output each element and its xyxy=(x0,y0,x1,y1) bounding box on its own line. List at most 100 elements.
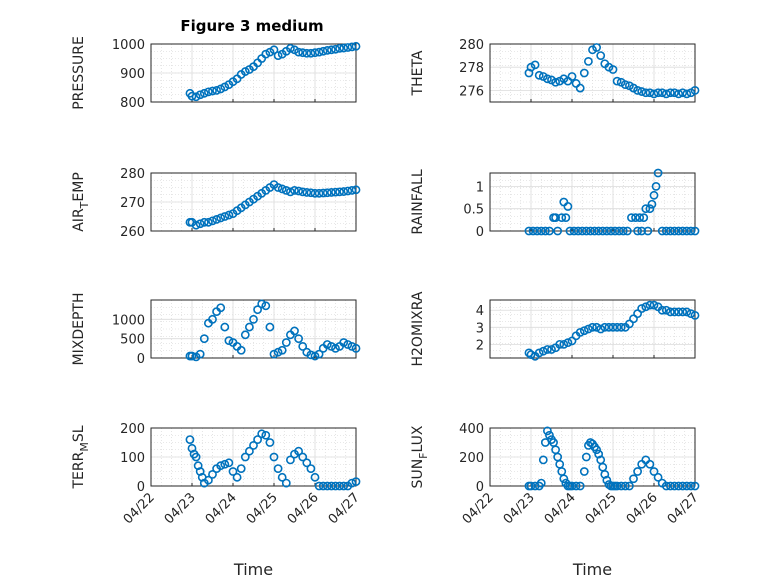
theta-point xyxy=(612,76,622,86)
terrmsl-point xyxy=(261,430,271,440)
terrmsl-xtick-label: 04/22 xyxy=(121,490,158,527)
terrmsl-point xyxy=(298,452,308,462)
h2omixra-point xyxy=(563,338,573,348)
mixdepth-point xyxy=(326,341,336,351)
terrmsl-point xyxy=(265,438,275,447)
sunflux-axes-frame xyxy=(489,427,696,487)
terrmsl-point xyxy=(244,446,254,456)
theta-point xyxy=(620,80,630,89)
airtemp-point xyxy=(203,217,213,227)
rainfall-point xyxy=(594,226,604,236)
airtemp-point xyxy=(322,188,332,198)
rainfall-point xyxy=(561,213,571,223)
sunflux-point xyxy=(538,455,548,465)
theta-point xyxy=(608,65,618,74)
mixdepth-point xyxy=(253,305,262,315)
sunflux-xtick-label: 04/23 xyxy=(501,490,538,527)
airtemp-point xyxy=(343,186,353,196)
theta-ytick-label: 280 xyxy=(459,38,484,53)
subplot-pressure: 800 900 1000 PRESSURE xyxy=(71,36,361,111)
theta-point xyxy=(674,89,683,99)
terrmsl-point xyxy=(216,461,226,471)
airtemp-ylabel-part: EMP xyxy=(71,172,87,201)
rainfall-point xyxy=(528,226,538,236)
sunflux-point xyxy=(559,474,569,484)
mixdepth-ylabel: MIXDEPTH xyxy=(71,293,87,366)
terrmsl-point xyxy=(347,478,357,488)
h2omixra-point xyxy=(534,348,544,358)
pressure-point xyxy=(187,91,197,101)
rainfall-ytick-label: 0 xyxy=(476,225,484,240)
subplot-theta: 276 278 280 THETA xyxy=(410,38,700,103)
theta-ytick-label: 278 xyxy=(459,61,484,76)
h2omixra-point xyxy=(649,300,659,310)
sunflux-point xyxy=(581,452,591,462)
pressure-point xyxy=(347,42,357,52)
sunflux-xtick-label: 04/24 xyxy=(542,490,579,527)
rainfall-point xyxy=(690,226,700,236)
rainfall-point xyxy=(545,226,554,236)
h2omixra-point xyxy=(579,326,589,336)
sunflux-ylabel-part: LUX xyxy=(410,425,426,452)
airtemp-point xyxy=(199,217,209,227)
mixdepth-point xyxy=(343,340,353,349)
h2omixra-point xyxy=(547,345,556,354)
mixdepth-point xyxy=(306,350,316,360)
airtemp-point xyxy=(273,183,283,192)
theta-point xyxy=(575,83,585,93)
h2omixra-point xyxy=(682,307,692,317)
rainfall-ytick-label: 0.5 xyxy=(463,203,484,218)
terrmsl-point xyxy=(318,481,328,491)
sunflux-point xyxy=(625,481,634,491)
airtemp-point xyxy=(339,187,349,196)
sunflux-point xyxy=(649,467,659,476)
airtemp-point xyxy=(281,185,291,195)
pressure-ytick-label: 1000 xyxy=(112,38,145,53)
rainfall-point xyxy=(682,226,692,236)
rainfall-point xyxy=(651,181,661,191)
mixdepth-point xyxy=(339,338,349,347)
h2omixra-point xyxy=(592,322,601,332)
terrmsl-ylabel: TERRMSL xyxy=(71,425,91,489)
terrmsl-point xyxy=(277,472,287,482)
subplot-h2omixra: 2 3 4 H2OMIXRA xyxy=(410,291,700,367)
mixdepth-point xyxy=(257,299,267,309)
sunflux-xtick-label: 04/26 xyxy=(624,490,661,527)
h2omixra-point xyxy=(608,322,618,332)
sunflux-point xyxy=(575,481,585,491)
rainfall-point xyxy=(674,226,683,236)
mixdepth-point xyxy=(244,322,254,332)
pressure-point xyxy=(310,48,320,58)
terrmsl-xlabel: Time xyxy=(233,560,273,579)
h2omixra-point xyxy=(637,304,647,313)
rainfall-point xyxy=(614,226,624,236)
mixdepth-point xyxy=(208,314,217,324)
terrmsl-point xyxy=(331,481,340,491)
rainfall-point xyxy=(618,226,628,236)
rainfall-ylabel: RAINFALL xyxy=(410,169,426,234)
h2omixra-point xyxy=(588,322,597,332)
terrmsl-ylabel-subscript: M xyxy=(78,442,91,452)
rainfall-point xyxy=(540,226,550,236)
rainfall-point xyxy=(524,226,534,236)
rainfall-point xyxy=(536,226,546,236)
theta-point xyxy=(645,88,655,98)
pressure-point xyxy=(269,45,279,55)
mixdepth-point xyxy=(187,351,197,361)
sunflux-ylabel: SUNFLUX xyxy=(410,425,430,488)
sunflux-point xyxy=(633,467,642,476)
sunflux-point xyxy=(653,472,663,482)
airtemp-axes-frame xyxy=(150,172,357,232)
terrmsl-point xyxy=(310,472,320,482)
pressure-axes-frame xyxy=(150,43,357,103)
mixdepth-ytick-label: 500 xyxy=(120,333,145,348)
pressure-point xyxy=(339,43,349,53)
terrmsl-point xyxy=(191,452,201,462)
h2omixra-ytick-label: 3 xyxy=(476,321,484,336)
rainfall-point xyxy=(633,226,642,236)
sunflux-point xyxy=(571,481,581,491)
terrmsl-ylabel-part: SL xyxy=(71,425,87,442)
theta-ylabel: THETA xyxy=(410,50,426,96)
sunflux-point xyxy=(536,478,546,488)
theta-point xyxy=(682,89,692,99)
